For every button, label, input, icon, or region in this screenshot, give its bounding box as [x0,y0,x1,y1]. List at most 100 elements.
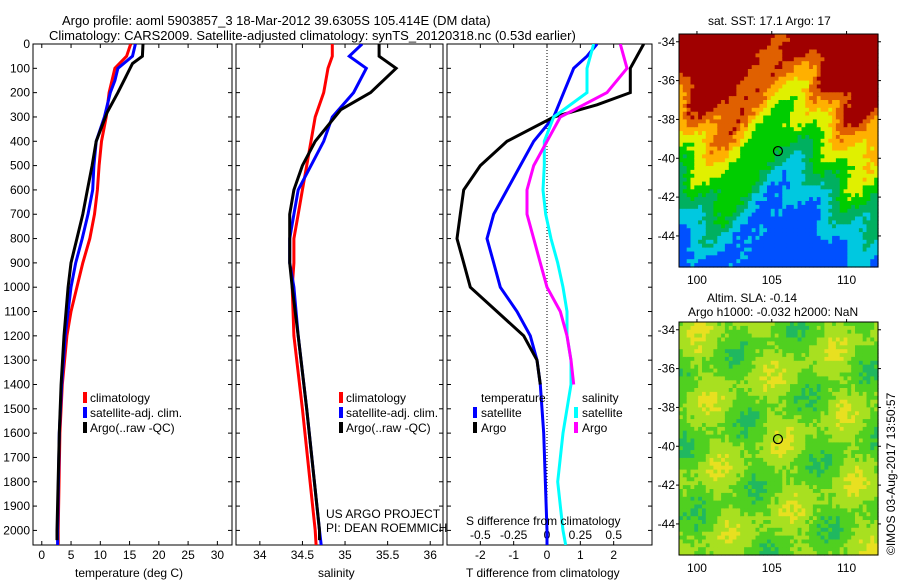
heatmap-cell [828,84,833,89]
heatmap-cell [870,111,875,117]
heatmap-cell [835,162,841,167]
heatmap-cell [755,384,760,389]
heatmap-cell [702,154,707,159]
heatmap-cell [874,131,879,136]
heatmap-cell [690,53,695,58]
heatmap-cell [820,185,825,190]
heatmap-cell [816,72,822,78]
heatmap-cell [744,547,749,552]
heatmap-cell [694,189,699,194]
heatmap-cell [778,80,783,86]
heatmap-cell [770,76,776,82]
heatmap-cell [763,263,768,268]
heatmap-cell [767,360,772,366]
heatmap-cell [732,527,737,533]
heatmap-cell [751,142,757,148]
heatmap-cell [774,388,780,393]
heatmap-cell [698,247,703,253]
heatmap-cell [705,469,711,475]
heatmap-cell [809,228,814,233]
heatmap-cell [805,49,810,54]
heatmap-cell [870,263,875,268]
heatmap-cell [702,527,707,533]
heatmap-cell [786,45,791,51]
heatmap-cell [713,407,718,412]
heatmap-cell [767,516,772,521]
heatmap-cell [832,212,837,218]
heatmap-cell [682,220,688,225]
heatmap-cell [682,142,688,148]
heatmap-cell [713,372,718,377]
heatmap-cell [713,446,718,451]
heatmap-cell [843,255,848,260]
heatmap-cell [763,446,768,451]
heatmap-cell [736,535,741,541]
heatmap-cell [820,53,825,58]
heatmap-cell [862,53,868,58]
heatmap-cell [767,500,772,506]
heatmap-cell [694,45,699,51]
heatmap-cell [809,263,814,268]
heatmap-cell [747,255,753,260]
heatmap-cell [778,123,783,128]
legend-label: satellite-adj. clim. [90,406,182,420]
heatmap-cell [690,489,695,494]
y-tick-label: 300 [10,110,30,124]
heatmap-cell [874,189,879,194]
heatmap-cell [770,485,776,490]
heatmap-cell [835,166,841,171]
heatmap-cell [858,166,864,171]
heatmap-cell [809,146,814,152]
heatmap-cell [778,364,783,370]
heatmap-cell [786,235,791,241]
heatmap-cell [690,415,695,420]
heatmap-cell [828,100,833,105]
heatmap-cell [679,181,684,187]
heatmap-cell [702,465,707,471]
heatmap-cell [747,337,753,342]
heatmap-cell [786,41,791,47]
heatmap-cell [851,96,856,101]
heatmap-cell [732,551,737,556]
heatmap-cell [755,212,760,218]
heatmap-cell [751,135,757,140]
heatmap-cell [763,131,768,136]
heatmap-cell [679,492,684,498]
heatmap-cell [774,251,780,256]
heatmap-cell [847,53,852,58]
heatmap-cell [793,142,799,148]
heatmap-cell [732,208,737,214]
heatmap-cell [809,37,814,43]
heatmap-cell [690,516,695,521]
heatmap-cell [770,232,776,237]
heatmap-cell [751,500,757,506]
heatmap-cell [721,235,726,241]
heatmap-cell [686,523,692,529]
heatmap-cell [759,115,764,120]
heatmap-cell [759,92,764,97]
heatmap-cell [801,41,806,47]
heatmap-cell [816,166,822,171]
heatmap-cell [732,415,737,420]
heatmap-cell [728,333,734,339]
heatmap-cell [686,138,692,144]
heatmap-cell [717,504,722,509]
heatmap-cell [744,492,749,498]
heatmap-cell [747,411,753,416]
heatmap-cell [724,53,730,58]
heatmap-cell [732,349,737,354]
heatmap-cell [705,138,711,144]
heatmap-cell [732,169,737,175]
heatmap-cell [839,158,845,163]
heatmap-cell [778,255,783,260]
heatmap-cell [797,255,802,260]
heatmap-cell [686,446,692,451]
heatmap-cell [724,166,730,171]
heatmap-cell [686,430,692,436]
heatmap-cell [770,127,776,132]
heatmap-cell [679,41,684,47]
heatmap-cell [824,216,829,221]
heatmap-cell [702,407,707,412]
heatmap-cell [828,92,833,97]
heatmap-cell [816,181,822,187]
